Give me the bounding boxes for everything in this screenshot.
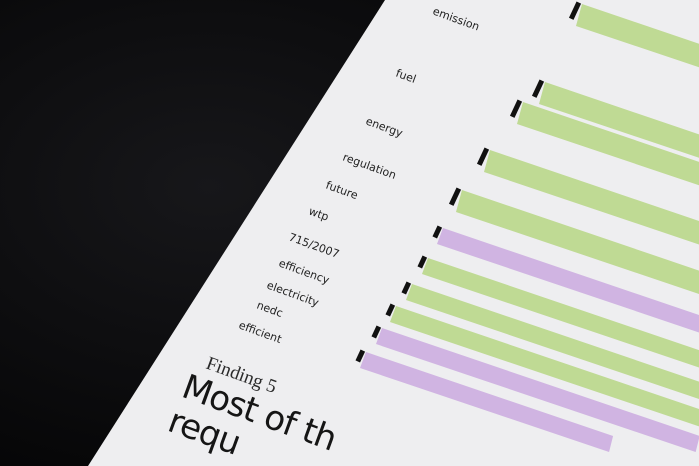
tick-mark — [371, 325, 382, 339]
tick-mark — [355, 349, 366, 363]
band-efficient — [360, 352, 614, 452]
band-electricity — [390, 306, 699, 432]
chart-bands — [355, 1, 699, 452]
band-future — [456, 190, 699, 300]
tick-mark — [568, 1, 582, 20]
band-regulation — [484, 150, 699, 250]
band-efficiency — [406, 284, 699, 405]
band-nedc — [376, 328, 699, 452]
tick-mark — [509, 99, 523, 118]
tick-mark — [448, 187, 462, 206]
tick-mark — [401, 281, 412, 295]
tick-mark — [476, 147, 490, 166]
tick-mark — [531, 79, 545, 98]
band-wtp — [437, 228, 699, 338]
tick-mark — [417, 255, 428, 269]
tick-mark — [385, 303, 396, 317]
band-energy — [517, 102, 699, 191]
band-emission — [576, 4, 699, 73]
tick-mark — [432, 225, 443, 239]
band-715-2007 — [422, 258, 699, 373]
band-fuel — [539, 82, 699, 164]
